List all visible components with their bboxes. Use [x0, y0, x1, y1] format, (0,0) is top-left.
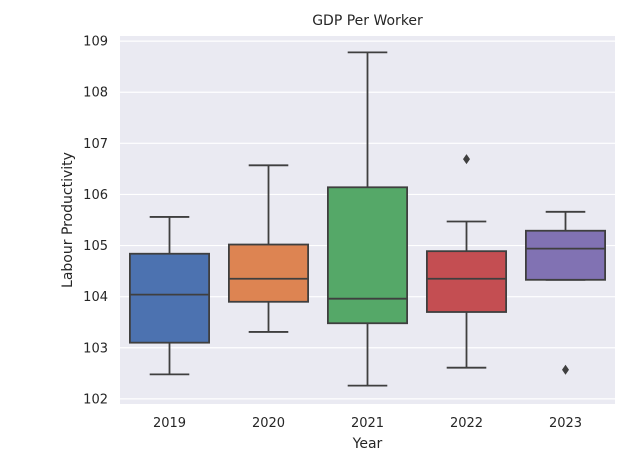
x-tick-label: 2019	[153, 416, 186, 431]
y-tick-label: 102	[83, 392, 108, 407]
y-axis-label: Labour Productivity	[60, 152, 76, 288]
y-tick-label: 108	[83, 86, 108, 101]
y-tick-label: 103	[83, 341, 108, 356]
box-2021	[326, 51, 408, 387]
y-tick-labels: 102 103 104 105 106 107 108 109	[83, 35, 108, 408]
box-2023	[525, 210, 607, 375]
boxes	[128, 51, 607, 387]
y-tick-label: 105	[83, 239, 108, 254]
x-tick-label: 2022	[450, 416, 483, 431]
box-body	[227, 243, 309, 303]
y-tick-label: 106	[83, 188, 108, 203]
y-tick-label: 107	[83, 137, 108, 152]
outlier-point	[463, 154, 470, 165]
y-tick-label: 109	[83, 35, 108, 50]
x-axis-label: Year	[352, 436, 383, 452]
x-tick-label: 2020	[252, 416, 285, 431]
x-tick-label: 2023	[549, 416, 582, 431]
y-tick-label: 104	[83, 290, 108, 305]
x-tick-labels: 2019 2020 2021 2022 2023	[153, 416, 582, 431]
x-tick-label: 2021	[351, 416, 384, 431]
box-2022	[425, 154, 507, 369]
box-body	[128, 252, 210, 344]
box-2019	[128, 216, 210, 376]
box-2020	[227, 164, 309, 333]
outlier-point	[562, 364, 569, 375]
box-body	[425, 250, 507, 313]
chart-title: GDP Per Worker	[312, 13, 423, 29]
box-body	[326, 186, 408, 325]
box-body	[525, 229, 607, 281]
